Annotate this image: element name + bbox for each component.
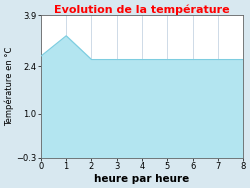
X-axis label: heure par heure: heure par heure: [94, 174, 190, 184]
Y-axis label: Température en °C: Température en °C: [4, 47, 14, 126]
Title: Evolution de la température: Evolution de la température: [54, 4, 230, 15]
